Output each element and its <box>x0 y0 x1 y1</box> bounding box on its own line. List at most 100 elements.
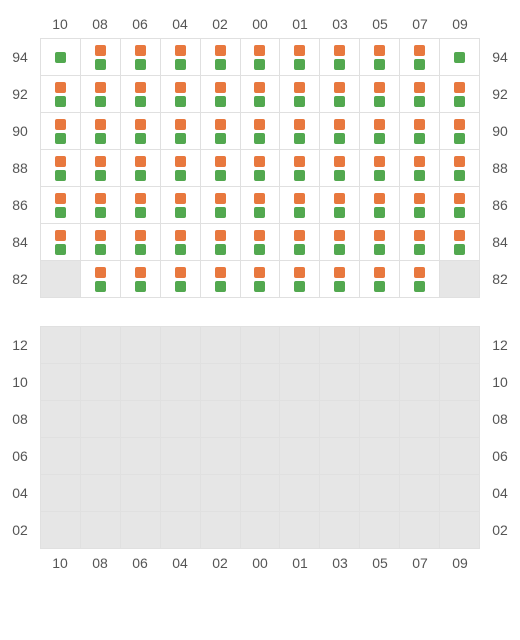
grid-cell[interactable] <box>400 76 440 113</box>
grid-cell[interactable] <box>201 39 241 76</box>
marker-orange <box>454 230 465 241</box>
grid-cell[interactable] <box>201 76 241 113</box>
grid-cell[interactable] <box>241 187 281 224</box>
grid-row <box>41 261 480 298</box>
col-label: 03 <box>320 10 360 38</box>
grid-cell[interactable] <box>280 113 320 150</box>
grid-cell[interactable] <box>360 39 400 76</box>
grid-cell[interactable] <box>400 187 440 224</box>
grid-cell[interactable] <box>440 39 480 76</box>
grid-cell[interactable] <box>241 39 281 76</box>
grid-cell[interactable] <box>121 261 161 298</box>
grid-cell[interactable] <box>440 150 480 187</box>
grid-cell[interactable] <box>121 150 161 187</box>
grid-cell <box>360 401 400 438</box>
grid-cell[interactable] <box>400 113 440 150</box>
marker-orange <box>95 267 106 278</box>
grid-cell[interactable] <box>41 187 81 224</box>
grid-cell[interactable] <box>41 39 81 76</box>
row-label: 90 <box>480 112 520 149</box>
grid-cell[interactable] <box>81 187 121 224</box>
grid-cell <box>280 401 320 438</box>
grid-cell[interactable] <box>81 224 121 261</box>
grid-cell[interactable] <box>360 261 400 298</box>
grid-cell[interactable] <box>81 150 121 187</box>
marker-green <box>215 281 226 292</box>
marker-green <box>254 59 265 70</box>
grid-cell[interactable] <box>81 76 121 113</box>
grid-cell[interactable] <box>280 224 320 261</box>
grid-cell[interactable] <box>201 261 241 298</box>
grid-cell[interactable] <box>201 113 241 150</box>
grid-cell <box>41 364 81 401</box>
grid-cell[interactable] <box>241 150 281 187</box>
grid-cell[interactable] <box>161 39 201 76</box>
grid-cell[interactable] <box>201 224 241 261</box>
grid-cell[interactable] <box>320 113 360 150</box>
grid-cell[interactable] <box>440 224 480 261</box>
grid-cell[interactable] <box>320 261 360 298</box>
grid-cell[interactable] <box>201 150 241 187</box>
grid-cell[interactable] <box>440 113 480 150</box>
grid-cell[interactable] <box>400 261 440 298</box>
row-label: 08 <box>480 400 520 437</box>
grid-cell[interactable] <box>241 261 281 298</box>
marker-orange <box>95 119 106 130</box>
grid-cell[interactable] <box>280 39 320 76</box>
grid-cell[interactable] <box>201 187 241 224</box>
marker-orange <box>334 267 345 278</box>
grid-cell[interactable] <box>81 113 121 150</box>
grid-cell[interactable] <box>161 150 201 187</box>
grid-cell[interactable] <box>400 150 440 187</box>
grid-cell[interactable] <box>280 76 320 113</box>
grid-cell[interactable] <box>161 224 201 261</box>
marker-green <box>374 96 385 107</box>
grid-cell[interactable] <box>280 261 320 298</box>
marker-green <box>374 133 385 144</box>
grid-cell[interactable] <box>320 39 360 76</box>
marker-orange <box>414 267 425 278</box>
grid-cell <box>81 327 121 364</box>
grid-cell[interactable] <box>440 76 480 113</box>
marker-green <box>454 170 465 181</box>
marker-green <box>95 244 106 255</box>
grid-cell[interactable] <box>121 187 161 224</box>
grid-cell[interactable] <box>121 224 161 261</box>
grid-cell[interactable] <box>280 187 320 224</box>
grid-cell[interactable] <box>360 187 400 224</box>
grid-cell[interactable] <box>41 224 81 261</box>
grid-cell[interactable] <box>121 76 161 113</box>
grid-cell[interactable] <box>320 76 360 113</box>
col-label: 05 <box>360 10 400 38</box>
grid-cell[interactable] <box>41 113 81 150</box>
grid-cell[interactable] <box>440 187 480 224</box>
grid-cell[interactable] <box>41 150 81 187</box>
grid-cell[interactable] <box>241 113 281 150</box>
grid-cell[interactable] <box>161 113 201 150</box>
grid-cell[interactable] <box>400 39 440 76</box>
grid-cell[interactable] <box>320 187 360 224</box>
col-label: 07 <box>400 549 440 577</box>
grid-cell[interactable] <box>360 113 400 150</box>
grid-cell[interactable] <box>360 224 400 261</box>
grid-cell[interactable] <box>161 76 201 113</box>
grid-cell[interactable] <box>360 76 400 113</box>
grid-row <box>41 512 480 549</box>
grid-cell[interactable] <box>360 150 400 187</box>
marker-green <box>254 207 265 218</box>
grid-cell[interactable] <box>81 261 121 298</box>
grid-cell[interactable] <box>320 224 360 261</box>
grid-cell[interactable] <box>161 187 201 224</box>
grid-cell[interactable] <box>121 39 161 76</box>
grid-cell[interactable] <box>161 261 201 298</box>
grid-cell[interactable] <box>241 76 281 113</box>
grid-cell[interactable] <box>41 76 81 113</box>
grid-cell[interactable] <box>320 150 360 187</box>
grid-cell[interactable] <box>81 39 121 76</box>
grid-cell[interactable] <box>121 113 161 150</box>
marker-green <box>175 133 186 144</box>
grid-cell[interactable] <box>400 224 440 261</box>
grid-cell[interactable] <box>241 224 281 261</box>
marker-orange <box>414 119 425 130</box>
grid-cell[interactable] <box>280 150 320 187</box>
